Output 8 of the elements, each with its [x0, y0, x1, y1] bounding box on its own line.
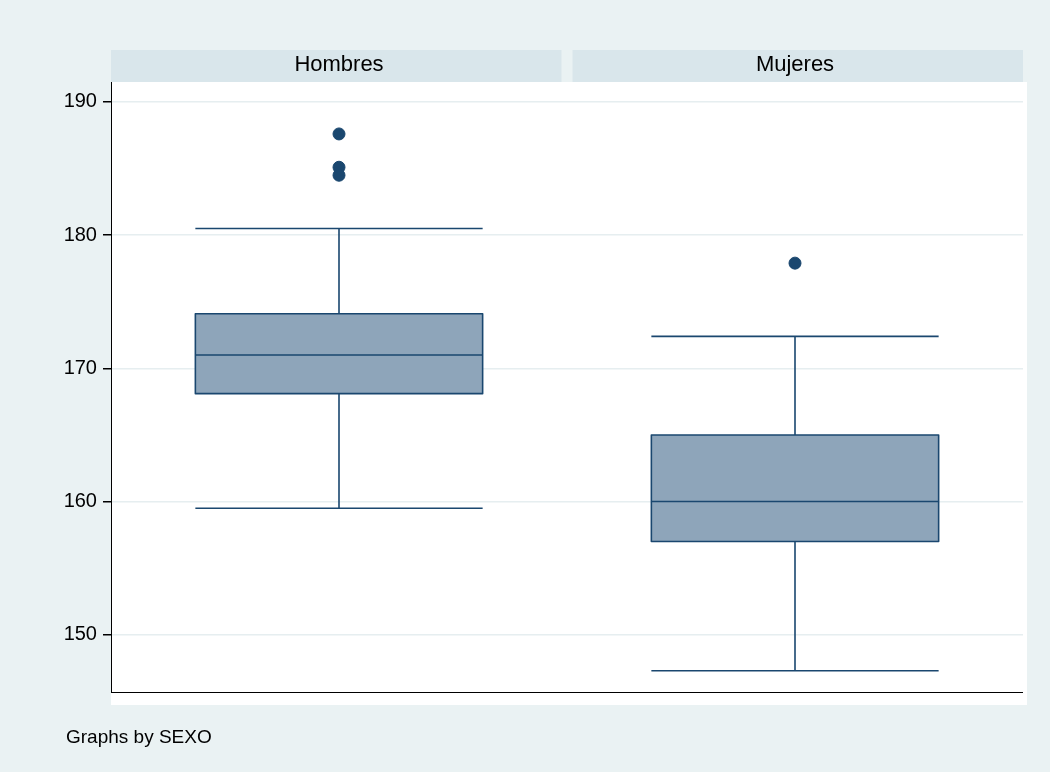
x-tick-label: Hombres [294, 50, 384, 76]
y-tick-label: 150 [63, 622, 97, 645]
y-tick-label: 190 [63, 89, 97, 112]
y-tick-label: 160 [63, 489, 97, 512]
text: Graphs by SEXO [66, 726, 212, 748]
x-tick-label: Mujeres [755, 50, 835, 76]
y-tick-label: 180 [63, 222, 97, 245]
y-tick-label: 170 [63, 355, 97, 378]
